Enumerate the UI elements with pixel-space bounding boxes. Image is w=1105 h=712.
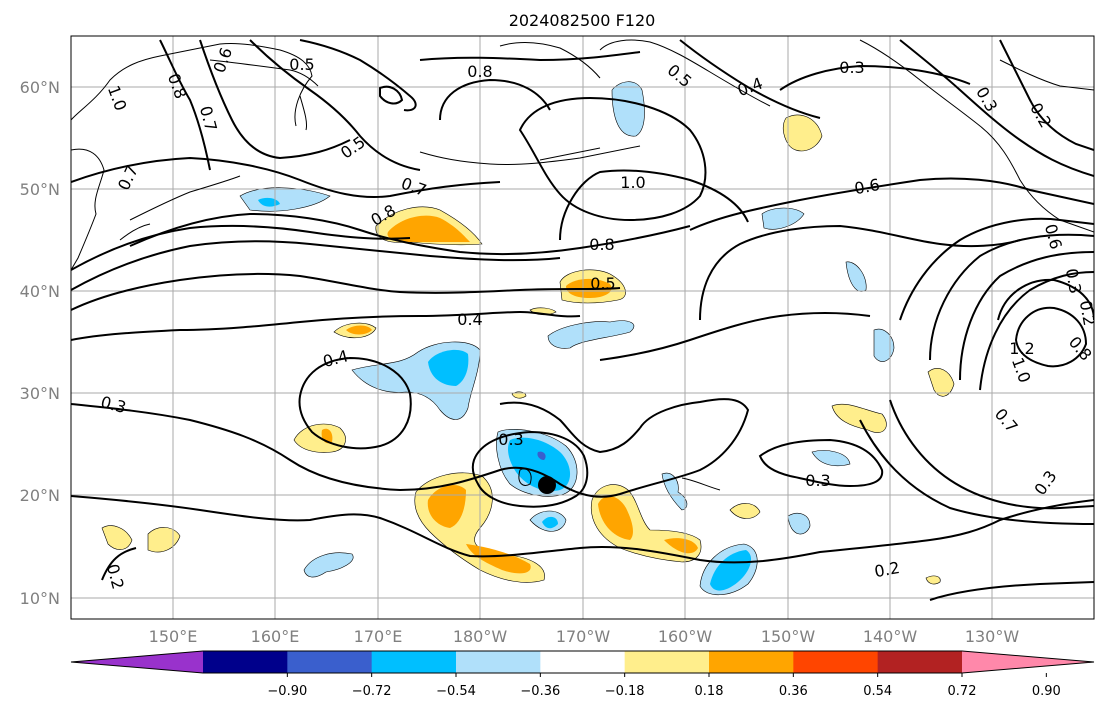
lon-label: 160°W xyxy=(658,627,713,646)
shade-orange xyxy=(466,544,531,574)
contour-label: 0.8 xyxy=(589,235,614,254)
colorbar-segment xyxy=(540,651,626,673)
contour-label: 0.5 xyxy=(590,274,615,293)
lat-label: 60°N xyxy=(20,78,60,97)
contours xyxy=(71,39,1094,601)
shade-orange xyxy=(387,215,470,242)
contour-label: 0.6 xyxy=(853,175,881,198)
colorbar-segment xyxy=(793,651,879,673)
colorbar-segment xyxy=(371,651,457,673)
lon-label: 140°W xyxy=(863,627,918,646)
colorbar-tick-label: 0.36 xyxy=(779,684,808,699)
shade-orange xyxy=(346,325,372,335)
shading-layer xyxy=(101,81,955,596)
contour-label: 0.3 xyxy=(805,471,830,490)
contour-label: 1.0 xyxy=(620,173,645,192)
contour-label: 0.3 xyxy=(498,430,523,449)
colorbar-tick-label: −0.72 xyxy=(352,684,392,699)
shade-yellow xyxy=(782,114,823,152)
shade-light-blue xyxy=(661,472,688,511)
colorbar-tick-label: 0.54 xyxy=(863,684,892,699)
contour-label: 0.2 xyxy=(873,558,901,581)
shade-light-blue xyxy=(303,552,354,578)
shade-blue xyxy=(508,437,571,492)
shade-light-blue xyxy=(547,320,635,349)
plot-frame xyxy=(70,35,1095,620)
contour-label: 0.3 xyxy=(839,58,864,77)
contour-label: 0.2 xyxy=(1076,299,1099,327)
storm-center-marker xyxy=(538,476,556,494)
shade-yellow xyxy=(831,403,887,433)
colorbar-segment xyxy=(709,651,794,673)
shade-orange xyxy=(427,485,466,528)
lat-labels: 60°N 50°N 40°N 30°N 20°N 10°N xyxy=(20,78,60,608)
colorbar-segment xyxy=(203,651,288,673)
coastlines xyxy=(71,39,1094,491)
lon-label: 170°E xyxy=(354,627,403,646)
colorbar: −0.90 −0.72 −0.54 −0.36 −0.18 0.18 0.36 0.54 0.7… xyxy=(70,650,1095,699)
colorbar-tick-label: −0.54 xyxy=(436,684,476,699)
colorbar-extend-high xyxy=(962,651,1094,673)
colorbar-segment xyxy=(624,651,710,673)
shade-light-blue xyxy=(787,513,811,535)
shade-light-blue xyxy=(761,207,805,230)
shade-light-blue xyxy=(811,450,851,467)
shade-yellow xyxy=(147,527,181,553)
lat-label: 20°N xyxy=(20,486,60,505)
lon-label: 160°E xyxy=(251,627,300,646)
shade-light-blue xyxy=(873,328,895,362)
shade-dark-blue xyxy=(537,451,546,460)
gridlines xyxy=(71,36,1094,619)
colorbar-segment xyxy=(877,651,963,673)
lat-label: 50°N xyxy=(20,180,60,199)
colorbar-tick-label: −0.36 xyxy=(520,684,560,699)
colorbar-tick-label: 0.72 xyxy=(948,684,977,699)
contour-label: 0.8 xyxy=(467,62,492,81)
contour-label: 0.4 xyxy=(457,310,482,329)
colorbar-outline xyxy=(70,650,1095,674)
lat-label: 10°N xyxy=(20,589,60,608)
shade-yellow xyxy=(925,575,941,585)
shade-orange xyxy=(598,496,633,540)
shade-yellow xyxy=(927,368,955,397)
colorbar-segment xyxy=(287,651,373,673)
lat-label: 30°N xyxy=(20,384,60,403)
lon-label: 170°W xyxy=(556,627,611,646)
colorbar-extend-low xyxy=(71,651,203,673)
lon-labels: 150°E 160°E 170°E 180°W 170°W 160°W 150°… xyxy=(149,627,1020,646)
colorbar-tick-label: −0.18 xyxy=(605,684,645,699)
shade-yellow xyxy=(101,525,133,550)
shade-light-blue xyxy=(845,261,867,292)
shade-yellow xyxy=(729,503,761,519)
shade-light-blue xyxy=(611,81,645,137)
shade-blue xyxy=(542,516,558,529)
map-title: 2024082500 F120 xyxy=(509,11,656,30)
lon-label: 130°W xyxy=(965,627,1020,646)
contour-label: 1.2 xyxy=(1009,339,1034,358)
colorbar-tick-label: −0.90 xyxy=(267,684,307,699)
shade-blue xyxy=(710,550,752,591)
lon-label: 150°W xyxy=(761,627,816,646)
colorbar-segment xyxy=(456,651,541,673)
lat-label: 40°N xyxy=(20,282,60,301)
shade-blue xyxy=(428,349,469,386)
colorbar-tick-label: 0.90 xyxy=(1032,684,1061,699)
contour-label: 0.3 xyxy=(1062,267,1085,295)
shade-orange xyxy=(664,538,698,554)
colorbar-tick-label: 0.18 xyxy=(695,684,724,699)
contour-label: 0.5 xyxy=(289,55,314,74)
lon-label: 150°E xyxy=(149,627,198,646)
lon-label: 180°W xyxy=(453,627,508,646)
